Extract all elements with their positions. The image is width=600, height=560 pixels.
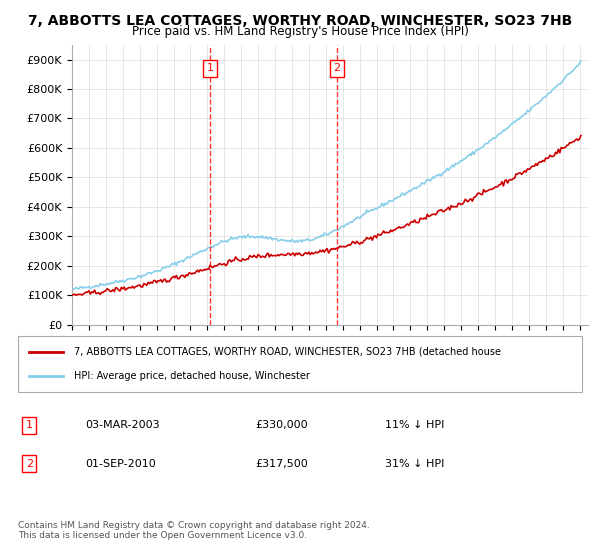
Text: Contains HM Land Registry data © Crown copyright and database right 2024.
This d: Contains HM Land Registry data © Crown c…: [18, 521, 370, 540]
Text: 1: 1: [26, 421, 33, 431]
Text: Price paid vs. HM Land Registry's House Price Index (HPI): Price paid vs. HM Land Registry's House …: [131, 25, 469, 38]
Text: £317,500: £317,500: [255, 459, 308, 469]
Text: 01-SEP-2010: 01-SEP-2010: [86, 459, 157, 469]
Text: 7, ABBOTTS LEA COTTAGES, WORTHY ROAD, WINCHESTER, SO23 7HB: 7, ABBOTTS LEA COTTAGES, WORTHY ROAD, WI…: [28, 14, 572, 28]
Text: 03-MAR-2003: 03-MAR-2003: [86, 421, 160, 431]
Text: HPI: Average price, detached house, Winchester: HPI: Average price, detached house, Winc…: [74, 371, 310, 381]
Text: 2: 2: [334, 63, 341, 73]
FancyBboxPatch shape: [18, 336, 582, 392]
Text: 11% ↓ HPI: 11% ↓ HPI: [385, 421, 444, 431]
Text: £330,000: £330,000: [255, 421, 308, 431]
Text: 1: 1: [207, 63, 214, 73]
Text: 7, ABBOTTS LEA COTTAGES, WORTHY ROAD, WINCHESTER, SO23 7HB (detached house: 7, ABBOTTS LEA COTTAGES, WORTHY ROAD, WI…: [74, 347, 502, 357]
Text: 31% ↓ HPI: 31% ↓ HPI: [385, 459, 444, 469]
Text: 2: 2: [26, 459, 33, 469]
